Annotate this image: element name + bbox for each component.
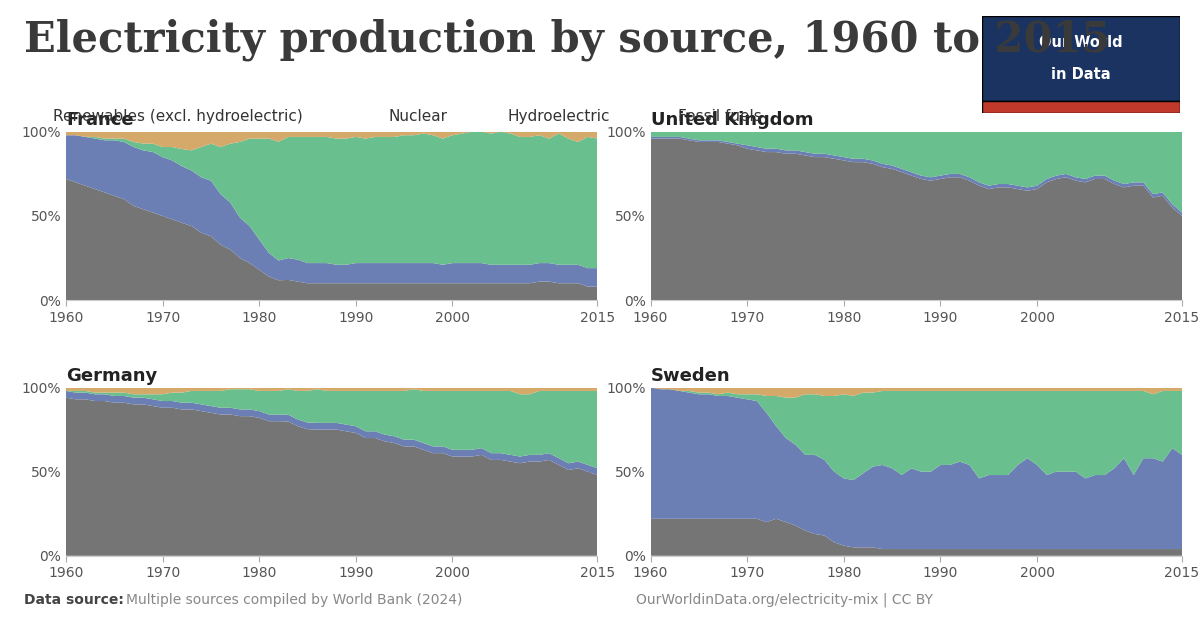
- Text: Electricity production by source, 1960 to 2015: Electricity production by source, 1960 t…: [24, 19, 1110, 62]
- Text: Data source:: Data source:: [24, 593, 124, 607]
- Text: OurWorldinData.org/electricity-mix | CC BY: OurWorldinData.org/electricity-mix | CC …: [636, 592, 934, 607]
- Text: Hydroelectric: Hydroelectric: [508, 109, 610, 124]
- Text: Renewables (excl. hydroelectric): Renewables (excl. hydroelectric): [53, 109, 302, 124]
- Text: Nuclear: Nuclear: [388, 109, 448, 124]
- Text: in Data: in Data: [1051, 67, 1110, 82]
- Text: Fossil fuels: Fossil fuels: [678, 109, 762, 124]
- Text: Germany: Germany: [66, 367, 157, 384]
- FancyBboxPatch shape: [982, 101, 1180, 113]
- FancyBboxPatch shape: [982, 16, 1180, 101]
- Text: France: France: [66, 111, 133, 129]
- Text: United Kingdom: United Kingdom: [650, 111, 814, 129]
- Text: Multiple sources compiled by World Bank (2024): Multiple sources compiled by World Bank …: [126, 593, 462, 607]
- Text: Sweden: Sweden: [650, 367, 730, 384]
- Text: Our World: Our World: [1039, 35, 1122, 50]
